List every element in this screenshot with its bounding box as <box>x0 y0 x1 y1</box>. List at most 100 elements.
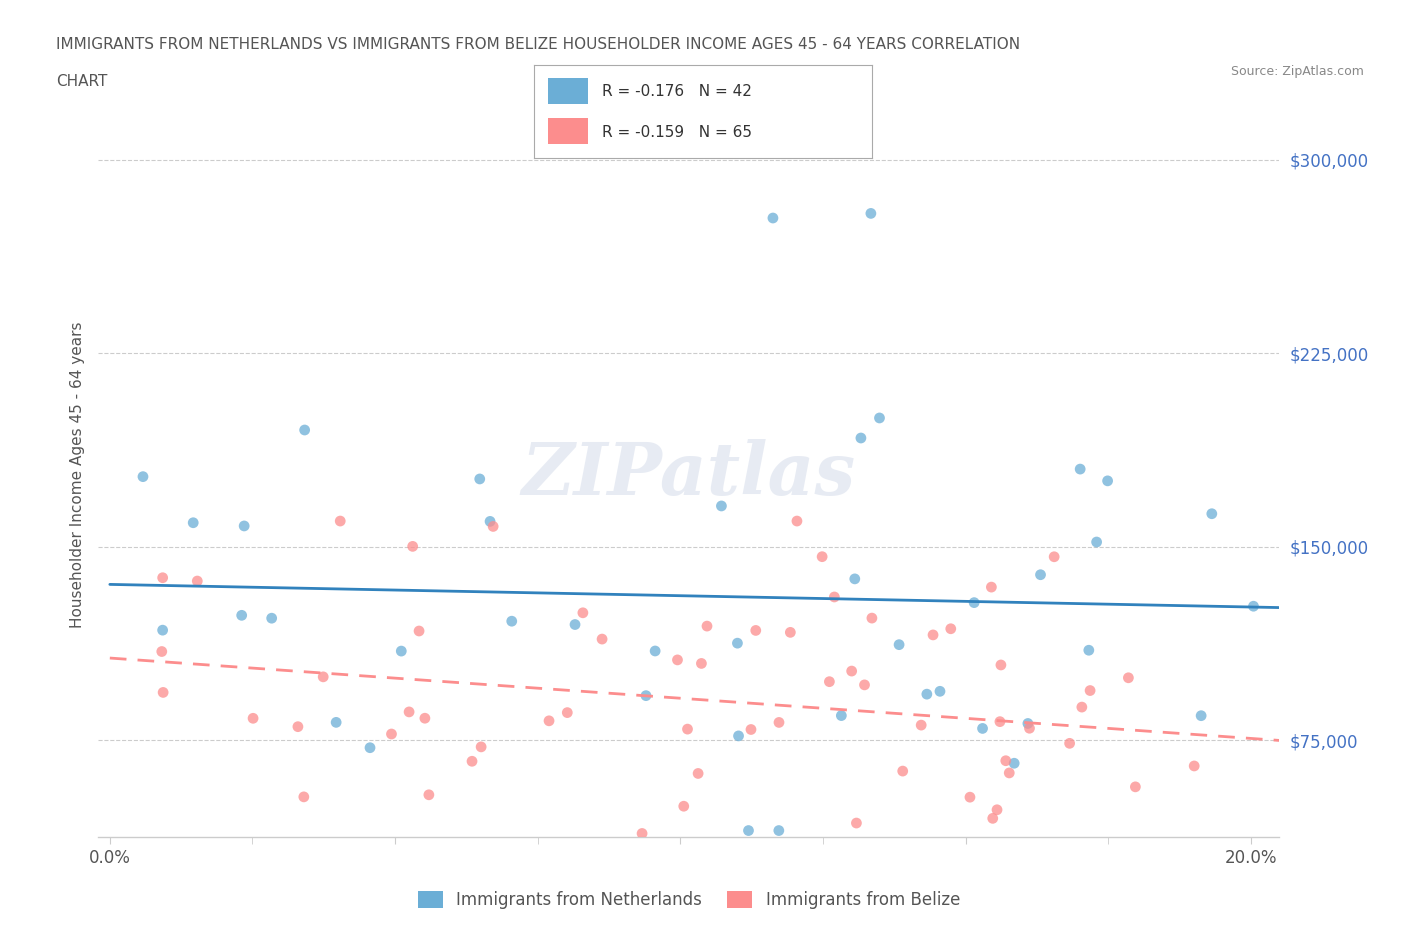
Point <box>963 595 986 610</box>
Point <box>461 754 484 769</box>
Point <box>830 708 852 723</box>
Point <box>479 514 502 529</box>
Point <box>981 811 1004 826</box>
Point <box>152 685 174 700</box>
Point <box>762 210 785 225</box>
Point <box>929 684 952 698</box>
Point <box>231 608 253 623</box>
Point <box>1069 461 1091 476</box>
Point <box>186 574 208 589</box>
Point <box>690 656 713 671</box>
Point <box>737 823 759 838</box>
Point <box>1189 709 1212 724</box>
Text: IMMIGRANTS FROM NETHERLANDS VS IMMIGRANTS FROM BELIZE HOUSEHOLDER INCOME AGES 45: IMMIGRANTS FROM NETHERLANDS VS IMMIGRANT… <box>56 37 1021 52</box>
Point <box>1077 643 1099 658</box>
Point <box>1097 473 1119 488</box>
Point <box>672 799 695 814</box>
Point <box>725 636 748 651</box>
Point <box>152 623 174 638</box>
Point <box>242 711 264 725</box>
Point <box>688 766 710 781</box>
Point <box>849 431 872 445</box>
Bar <box>548 78 588 104</box>
Point <box>910 718 932 733</box>
Point <box>359 740 381 755</box>
Point <box>132 470 155 485</box>
Point <box>1182 759 1205 774</box>
Point <box>1243 599 1265 614</box>
Point <box>1070 699 1092 714</box>
Point <box>1032 862 1054 877</box>
Point <box>325 715 347 730</box>
Point <box>470 739 492 754</box>
Point <box>853 677 876 692</box>
Point <box>990 658 1012 672</box>
Point <box>287 719 309 734</box>
Point <box>654 849 676 864</box>
Point <box>402 539 425 554</box>
Point <box>939 621 962 636</box>
Point <box>922 628 945 643</box>
Point <box>786 513 808 528</box>
Point <box>845 816 868 830</box>
Point <box>811 550 834 565</box>
Point <box>292 790 315 804</box>
Point <box>696 618 718 633</box>
Point <box>294 422 316 437</box>
Point <box>823 590 845 604</box>
Point <box>380 726 402 741</box>
Point <box>1059 736 1081 751</box>
Text: R = -0.159   N = 65: R = -0.159 N = 65 <box>602 125 752 140</box>
Point <box>181 515 204 530</box>
Point <box>869 410 891 425</box>
Point <box>482 519 505 534</box>
Point <box>727 728 749 743</box>
Point <box>818 674 841 689</box>
Bar <box>548 118 588 144</box>
Point <box>634 688 657 703</box>
Text: CHART: CHART <box>56 74 108 89</box>
Point <box>841 664 863 679</box>
Text: R = -0.176   N = 42: R = -0.176 N = 42 <box>602 84 752 99</box>
Point <box>994 753 1017 768</box>
Point <box>572 605 595 620</box>
Point <box>988 714 1011 729</box>
Text: Source: ZipAtlas.com: Source: ZipAtlas.com <box>1230 65 1364 78</box>
Point <box>1125 779 1147 794</box>
Point <box>555 705 578 720</box>
Point <box>233 519 256 534</box>
Point <box>260 611 283 626</box>
Point <box>398 705 420 720</box>
Point <box>972 721 994 736</box>
Point <box>779 625 801 640</box>
Point <box>631 826 654 841</box>
Point <box>768 715 790 730</box>
Point <box>564 618 586 632</box>
Point <box>768 823 790 838</box>
Point <box>998 765 1021 780</box>
Point <box>1017 716 1039 731</box>
Point <box>1118 671 1140 685</box>
Point <box>418 788 440 803</box>
Point <box>666 653 689 668</box>
Point <box>329 513 352 528</box>
Point <box>860 611 883 626</box>
Point <box>537 713 560 728</box>
Point <box>775 862 797 877</box>
Point <box>745 623 768 638</box>
Point <box>915 686 938 701</box>
Point <box>312 670 335 684</box>
Point <box>1201 506 1223 521</box>
Point <box>1002 756 1025 771</box>
Point <box>413 711 436 725</box>
Point <box>1078 684 1101 698</box>
Point <box>644 644 666 658</box>
Point <box>980 579 1002 594</box>
Point <box>877 862 900 877</box>
Point <box>408 623 430 638</box>
Point <box>389 644 412 658</box>
Point <box>1043 550 1066 565</box>
Point <box>891 764 914 778</box>
Text: ZIPatlas: ZIPatlas <box>522 439 856 510</box>
Point <box>887 637 910 652</box>
